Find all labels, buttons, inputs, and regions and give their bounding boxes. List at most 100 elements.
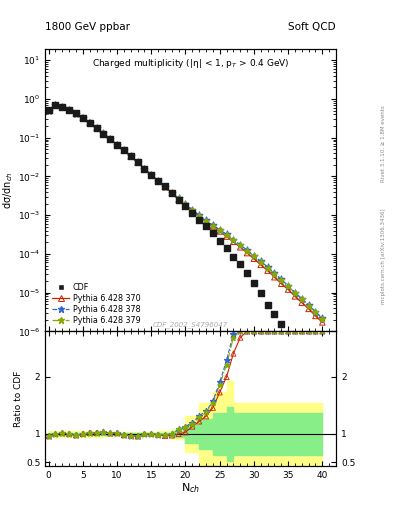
Point (292, 292, 298, 301)
Point (251, 254, 257, 263)
Point (237, 241, 243, 249)
Point (299, 359, 305, 367)
Point (210, 221, 216, 229)
Point (285, 327, 291, 335)
Point (257, 327, 264, 335)
Point (299, 295, 305, 303)
Point (94, 124, 100, 132)
Point (210, 403, 216, 412)
Point (203, 412, 209, 420)
Point (244, 247, 250, 255)
Point (278, 275, 285, 284)
Point (203, 217, 209, 225)
Point (182, 200, 189, 208)
Point (189, 206, 195, 214)
Point (182, 202, 189, 210)
Point (80, 114, 86, 122)
Point (134, 158, 141, 166)
Point (217, 388, 223, 396)
Point (312, 308, 319, 316)
Point (264, 264, 271, 272)
Point (100, 129, 107, 137)
Point (305, 327, 312, 335)
Point (278, 280, 285, 288)
Point (148, 430, 154, 438)
Point (237, 241, 243, 249)
Point (141, 164, 147, 173)
Point (155, 177, 161, 185)
Point (46, 432, 52, 440)
Point (169, 188, 175, 197)
Point (52, 100, 59, 109)
Point (251, 252, 257, 260)
Text: CDF_2002_S4796047: CDF_2002_S4796047 (153, 322, 228, 329)
Point (169, 430, 175, 438)
Point (278, 276, 285, 284)
Point (86, 119, 93, 127)
Point (141, 430, 147, 438)
Point (73, 431, 79, 439)
Point (86, 429, 93, 437)
Point (292, 327, 298, 335)
Point (121, 431, 127, 439)
Point (278, 327, 285, 335)
Point (230, 252, 237, 261)
Point (66, 430, 72, 438)
Point (169, 432, 175, 440)
Point (217, 381, 223, 389)
Point (114, 429, 120, 437)
Point (292, 288, 298, 296)
Point (100, 428, 107, 436)
Text: Soft QCD: Soft QCD (288, 22, 336, 32)
Point (223, 361, 230, 369)
Y-axis label: dσ/dn$_{ch}$: dσ/dn$_{ch}$ (1, 171, 15, 209)
Point (278, 321, 285, 329)
Point (285, 327, 291, 335)
Point (52, 100, 59, 109)
Legend: CDF, Pythia 6.428 370, Pythia 6.428 378, Pythia 6.428 379: CDF, Pythia 6.428 370, Pythia 6.428 378,… (49, 281, 143, 327)
Point (86, 429, 93, 437)
Point (189, 207, 195, 215)
Point (114, 429, 120, 437)
Point (312, 308, 319, 316)
Y-axis label: Ratio to CDF: Ratio to CDF (14, 370, 23, 427)
Point (264, 327, 271, 335)
Point (155, 177, 161, 185)
Point (121, 431, 127, 439)
Point (210, 222, 216, 230)
Point (230, 330, 237, 338)
Point (264, 301, 271, 309)
Point (223, 244, 230, 252)
Point (257, 327, 264, 335)
Point (141, 164, 147, 173)
Point (189, 422, 195, 431)
Point (203, 222, 209, 230)
Point (148, 430, 154, 438)
Point (155, 431, 161, 439)
Point (203, 407, 209, 415)
Point (162, 431, 168, 439)
Point (244, 246, 250, 254)
Point (169, 430, 175, 438)
Point (59, 103, 66, 111)
Point (128, 432, 134, 440)
Point (73, 110, 79, 118)
Point (189, 209, 195, 217)
Point (210, 229, 216, 237)
Point (244, 268, 250, 276)
Point (257, 258, 264, 266)
Point (312, 327, 319, 335)
Point (319, 314, 325, 322)
Point (73, 110, 79, 118)
Point (148, 430, 154, 438)
Point (121, 146, 127, 155)
Point (176, 196, 182, 204)
Point (189, 420, 195, 428)
Point (305, 305, 312, 313)
Point (292, 289, 298, 297)
Point (271, 310, 277, 318)
Point (141, 430, 147, 438)
Point (86, 429, 93, 437)
Point (46, 106, 52, 115)
Point (299, 327, 305, 335)
